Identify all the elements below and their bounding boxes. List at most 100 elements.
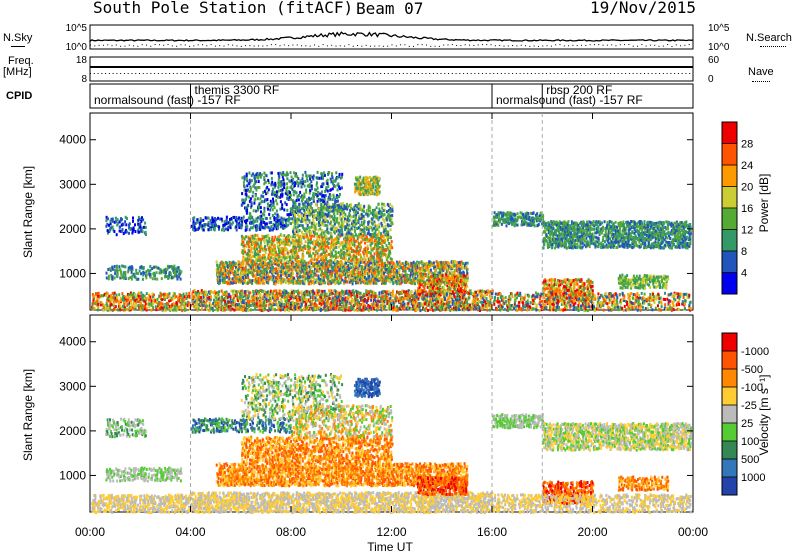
- nave-point: [568, 73, 570, 74]
- echo-cell: [295, 191, 298, 195]
- echo-cell: [290, 296, 293, 300]
- nave-point: [440, 73, 442, 74]
- nsearch-label: N.Search: [746, 32, 792, 44]
- echo-cell: [105, 301, 108, 305]
- echo-cell: [137, 291, 140, 295]
- echo-cell: [104, 292, 106, 296]
- echo-cell: [236, 307, 239, 311]
- nave-point: [289, 73, 291, 74]
- echo-cell: [207, 222, 210, 226]
- echo-cell: [114, 268, 117, 272]
- echo-cell: [406, 296, 409, 300]
- echo-cell: [127, 268, 130, 272]
- echo-cell: [458, 308, 460, 312]
- echo-cell: [423, 296, 426, 300]
- echo-cell: [218, 225, 221, 229]
- echo-cell: [271, 214, 274, 217]
- echo-cell: [92, 307, 95, 311]
- echo-cell: [226, 292, 228, 296]
- echo-cell: [298, 306, 301, 310]
- echo-cell: [332, 182, 335, 186]
- echo-cell: [116, 296, 119, 300]
- echo-cell: [163, 270, 166, 274]
- echo-cell: [244, 290, 247, 293]
- echo-cell: [359, 291, 362, 295]
- echo-cell: [216, 291, 219, 294]
- nave-point: [391, 73, 393, 74]
- echo-cell: [357, 290, 360, 294]
- echo-cell: [111, 265, 114, 269]
- echo-cell: [119, 268, 122, 272]
- echo-cell: [164, 267, 167, 271]
- echo-cell: [323, 275, 326, 279]
- echo-cell: [273, 298, 276, 302]
- echo-cell: [449, 293, 452, 297]
- echo-cell: [415, 297, 418, 301]
- echo-cell: [111, 308, 114, 312]
- echo-cell: [392, 308, 394, 312]
- echo-cell: [226, 261, 228, 265]
- nsky-legend-line: [11, 46, 25, 47]
- echo-cell: [143, 271, 146, 275]
- echo-cell: [316, 170, 319, 174]
- echo-cell: [124, 307, 127, 311]
- echo-cell: [475, 290, 477, 294]
- echo-cell: [286, 182, 288, 186]
- echo-cell: [392, 289, 394, 293]
- echo-cell: [106, 222, 109, 226]
- echo-cell: [133, 299, 136, 303]
- echo-cell: [324, 308, 327, 312]
- echo-cell: [227, 305, 230, 309]
- echo-cell: [452, 308, 455, 312]
- echo-cell: [321, 302, 324, 306]
- echo-cell: [284, 298, 287, 301]
- nsearch-point: [494, 45, 496, 47]
- echo-cell: [245, 304, 247, 308]
- echo-cell: [140, 265, 143, 269]
- echo-cell: [414, 304, 417, 308]
- nave-point: [632, 73, 634, 74]
- echo-cell: [395, 296, 398, 299]
- echo-cell: [340, 305, 343, 308]
- nave-point: [621, 73, 623, 74]
- echo-cell: [283, 186, 286, 190]
- echo-cell: [329, 197, 332, 201]
- echo-cell: [336, 306, 339, 310]
- echo-cell: [118, 229, 121, 233]
- echo-cell: [133, 295, 136, 299]
- nsearch-point: [512, 45, 514, 47]
- echo-cell: [256, 302, 258, 306]
- echo-cell: [280, 290, 283, 294]
- echo-cell: [154, 299, 157, 303]
- echo-cell: [320, 190, 323, 194]
- nsearch-point: [593, 44, 595, 46]
- echo-cell: [147, 296, 150, 300]
- nsearch-point: [326, 45, 328, 47]
- echo-cell: [173, 264, 176, 268]
- echo-cell: [437, 305, 440, 309]
- echo-cell: [431, 292, 434, 296]
- echo-cell: [323, 171, 326, 175]
- nave-point: [97, 73, 99, 74]
- echo-cell: [142, 273, 145, 277]
- echo-cell: [148, 269, 151, 273]
- echo-cell: [149, 268, 152, 272]
- echo-cell: [94, 300, 96, 304]
- echo-cell: [249, 197, 252, 201]
- nave-point: [127, 73, 129, 74]
- echo-cell: [267, 292, 270, 296]
- echo-cell: [366, 307, 369, 311]
- echo-cell: [191, 292, 194, 296]
- echo-cell: [148, 298, 151, 302]
- echo-cell: [370, 294, 373, 298]
- nsearch-point: [559, 44, 561, 46]
- nsearch-point: [684, 44, 686, 46]
- echo-cell: [323, 173, 326, 177]
- echo-cell: [291, 292, 294, 296]
- nsearch-point: [624, 44, 626, 46]
- echo-cell: [449, 305, 452, 309]
- nave-point: [466, 73, 468, 74]
- nsearch-point: [391, 44, 393, 46]
- echo-cell: [312, 192, 315, 196]
- echo-cell: [313, 291, 316, 295]
